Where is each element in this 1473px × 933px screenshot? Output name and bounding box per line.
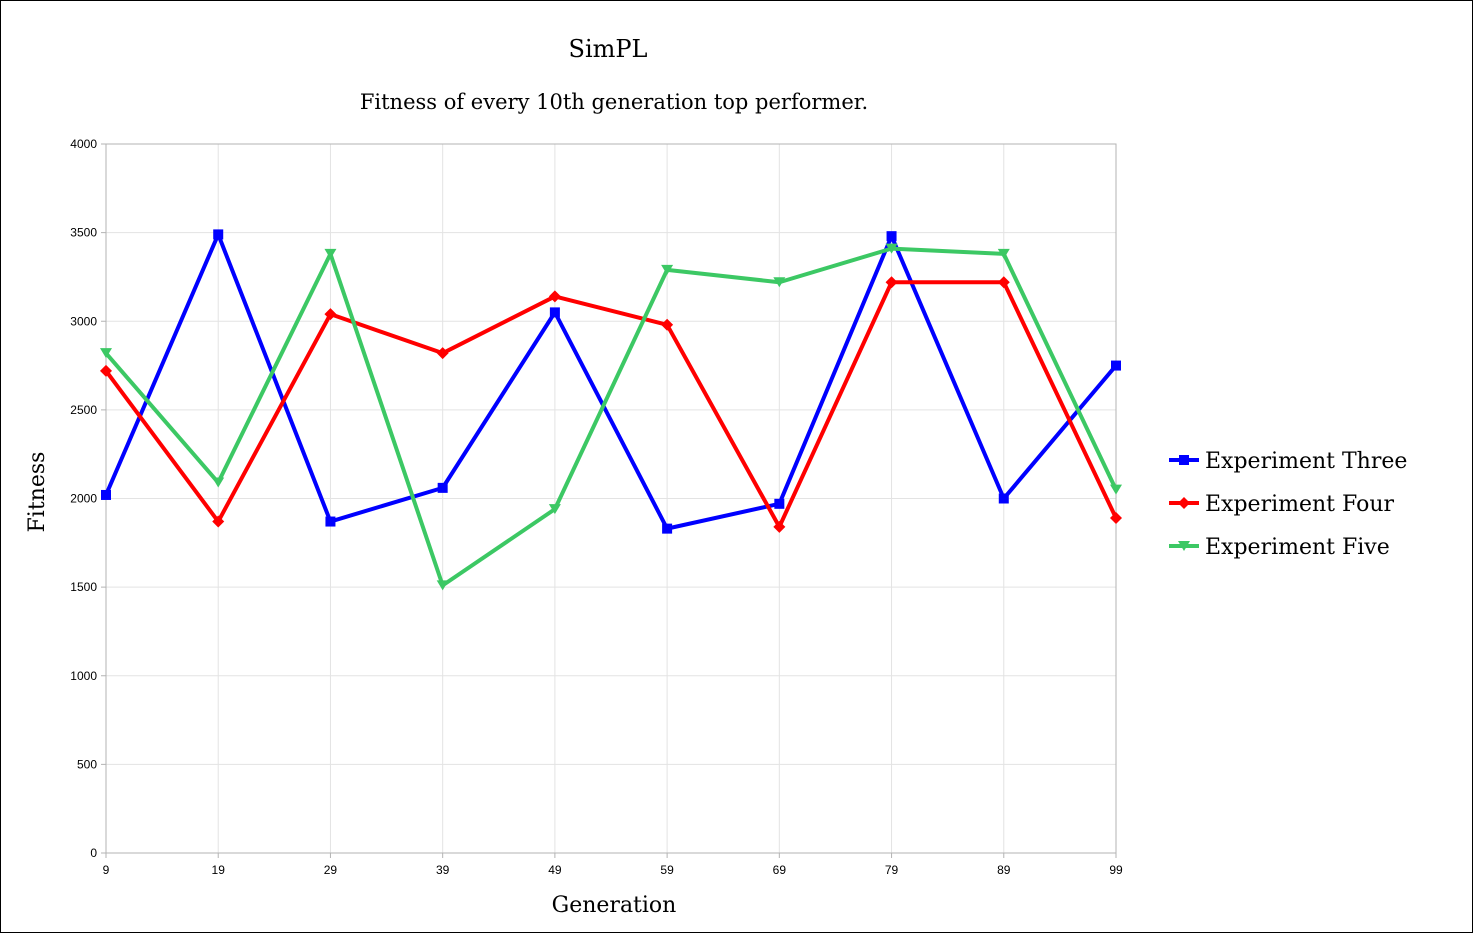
data-point-experiment-three [213, 229, 224, 240]
x-tick-label: 39 [436, 863, 450, 877]
data-point-experiment-three [998, 493, 1009, 504]
data-point-experiment-five [436, 580, 449, 591]
y-tick-label: 500 [77, 757, 97, 771]
y-tick-label: 2500 [70, 403, 97, 417]
data-point-experiment-four [661, 318, 674, 331]
data-point-experiment-five [324, 248, 337, 259]
legend-label: Experiment Three [1205, 449, 1407, 474]
y-tick-label: 3000 [70, 314, 97, 328]
legend-label: Experiment Four [1205, 492, 1394, 517]
series-experiment-five [100, 243, 1122, 591]
legend: Experiment Three Experiment Four Experimen… [1169, 449, 1407, 560]
legend-swatch-marker [1178, 541, 1190, 551]
series-line-experiment-three [104, 232, 1118, 531]
data-point-experiment-five [100, 348, 112, 359]
x-tick-label: 19 [212, 863, 226, 877]
y-tick-label: 1500 [70, 580, 97, 594]
chart-title: SimPL [569, 35, 648, 63]
data-point-experiment-four [997, 276, 1010, 289]
legend-swatch-marker [1178, 497, 1190, 509]
data-point-experiment-five [1110, 484, 1122, 495]
legend-item-experiment-four: Experiment Four [1169, 492, 1394, 517]
x-tick-label: 9 [103, 863, 110, 877]
data-point-experiment-three [886, 231, 897, 242]
data-point-experiment-three [325, 516, 336, 527]
x-tick-label: 49 [548, 863, 562, 877]
x-tick-label: 99 [1109, 863, 1123, 877]
series-experiment-three [101, 229, 1121, 534]
chart-subtitle: Fitness of every 10th generation top per… [360, 90, 868, 114]
y-tick-label: 3500 [70, 226, 97, 240]
data-point-experiment-four [100, 364, 112, 377]
data-point-experiment-five [885, 243, 898, 254]
y-axis-label: Fitness [25, 452, 50, 533]
x-tick-label: 29 [324, 863, 338, 877]
data-point-experiment-four [885, 276, 898, 289]
x-tick-label: 69 [773, 863, 787, 877]
data-point-experiment-five [548, 504, 561, 515]
series-line-experiment-five [104, 246, 1118, 588]
data-point-experiment-three [774, 498, 785, 509]
data-point-experiment-five [773, 277, 786, 288]
data-point-experiment-four [773, 520, 786, 533]
data-point-experiment-four [548, 290, 561, 303]
y-tick-label: 0 [90, 846, 97, 860]
data-point-experiment-four [1110, 511, 1122, 524]
x-tick-label: 79 [885, 863, 899, 877]
data-point-experiment-four [324, 308, 337, 321]
x-tick-label: 89 [997, 863, 1011, 877]
y-tick-label: 4000 [70, 137, 97, 151]
data-point-experiment-three [101, 489, 111, 500]
data-point-experiment-three [662, 523, 673, 534]
legend-item-experiment-five: Experiment Five [1169, 535, 1390, 560]
x-tick-label: 59 [660, 863, 674, 877]
legend-label: Experiment Five [1205, 535, 1390, 560]
data-point-experiment-four [212, 515, 225, 528]
x-axis-label: Generation [552, 893, 677, 918]
data-point-experiment-three [549, 307, 560, 318]
data-point-experiment-four [436, 347, 449, 360]
y-tick-label: 2000 [70, 492, 97, 506]
data-point-experiment-five [661, 264, 674, 275]
y-tick-label: 1000 [70, 669, 97, 683]
axes: 0 500 1000 1500 2000 2500 3000 3500 4000 9 19 29 39 4… [70, 137, 1123, 877]
legend-swatch-marker [1179, 455, 1189, 465]
legend-item-experiment-three: Experiment Three [1169, 449, 1407, 474]
data-point-experiment-three [437, 482, 448, 493]
data-point-experiment-five [212, 477, 225, 488]
data-point-experiment-three [1111, 360, 1121, 371]
data-point-experiment-five [997, 248, 1010, 259]
series-line-experiment-four [104, 280, 1118, 529]
series-experiment-four [100, 276, 1122, 533]
plot-series [100, 229, 1122, 591]
